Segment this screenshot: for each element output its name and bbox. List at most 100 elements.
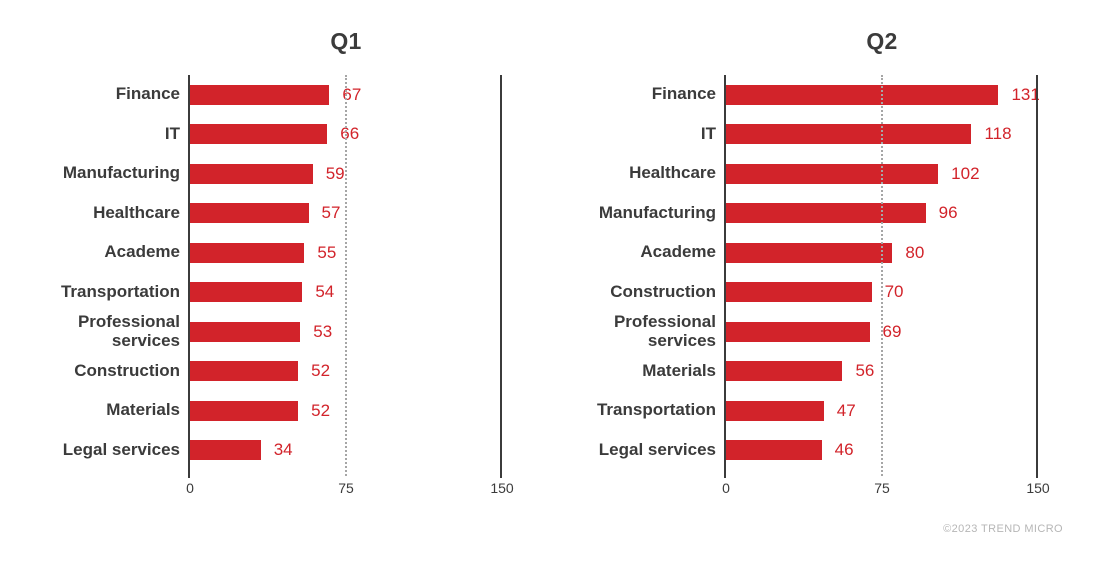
- bar-row: Legal services 34: [42, 431, 512, 471]
- bar-track: 67: [190, 75, 502, 115]
- bar: [726, 163, 939, 184]
- category-label: Transportation: [60, 281, 180, 301]
- category-label: Finance: [115, 84, 180, 104]
- category-label: Finance: [651, 84, 716, 104]
- bar: [726, 84, 999, 105]
- bar: [190, 84, 330, 105]
- bar-row: Healthcare 57: [42, 194, 512, 234]
- bar-row: IT 66: [42, 115, 512, 155]
- bar-track: 55: [190, 233, 502, 273]
- bar-row: Construction 70: [578, 273, 1048, 313]
- category-label: Materials: [106, 400, 180, 420]
- bar-row: Construction 52: [42, 352, 512, 392]
- x-tick-label: 150: [1026, 480, 1050, 496]
- bar: [190, 163, 313, 184]
- category-label: IT: [164, 123, 180, 143]
- value-label: 53: [313, 321, 333, 341]
- bar-track: 54: [190, 273, 502, 313]
- bar-track: 47: [726, 391, 1038, 431]
- value-label: 54: [315, 282, 335, 302]
- bar-track: 46: [726, 431, 1038, 471]
- bar: [190, 361, 299, 382]
- x-tick-label: 0: [722, 480, 730, 496]
- bar-row: Materials 56: [578, 352, 1048, 392]
- category-label: Manufacturing: [598, 202, 716, 222]
- value-label: 46: [834, 440, 854, 460]
- value-label: 55: [317, 242, 337, 262]
- bar-track: 59: [190, 154, 502, 194]
- bar: [190, 124, 328, 145]
- bar-track: 96: [726, 194, 1038, 234]
- category-label: Transportation: [596, 400, 716, 420]
- value-label: 102: [951, 163, 980, 183]
- bar-track: 57: [190, 194, 502, 234]
- bar-row: Healthcare 102: [578, 154, 1048, 194]
- bar-track: 52: [190, 391, 502, 431]
- category-label: Academe: [104, 242, 180, 262]
- category-label: Legal services: [62, 439, 180, 459]
- bar-track: 80: [726, 233, 1038, 273]
- value-label: 70: [884, 282, 904, 302]
- bars-area: Finance 131 IT 118 Healthcare 102 Manufacturin…: [578, 75, 1048, 470]
- x-tick-label: 0: [186, 480, 194, 496]
- x-axis-ticks: 0 75 150: [186, 480, 514, 500]
- bar-track: 102: [726, 154, 1038, 194]
- value-label: 34: [273, 440, 293, 460]
- bar-row: Legal services 46: [578, 431, 1048, 471]
- bar-row: Academe 80: [578, 233, 1048, 273]
- value-label: 80: [905, 242, 925, 262]
- x-tick-label: 75: [874, 480, 890, 496]
- bar: [726, 361, 843, 382]
- bar-row: Finance 131: [578, 75, 1048, 115]
- bar: [726, 124, 972, 145]
- chart-title: Q1: [330, 28, 362, 54]
- category-label: Academe: [640, 242, 716, 262]
- bar: [726, 242, 893, 263]
- bar-track: 131: [726, 75, 1040, 115]
- bar-track: 56: [726, 352, 1038, 392]
- bar-row: Manufacturing 59: [42, 154, 512, 194]
- bar: [190, 203, 309, 224]
- value-label: 57: [321, 203, 341, 223]
- category-label: Materials: [642, 360, 716, 380]
- value-label: 96: [938, 203, 958, 223]
- bar-row: Materials 52: [42, 391, 512, 431]
- bar-track: 118: [726, 115, 1038, 155]
- value-label: 52: [311, 400, 331, 420]
- bar-row: Professional services 69: [578, 312, 1048, 352]
- bar: [726, 282, 872, 303]
- bar: [726, 400, 824, 421]
- value-label: 66: [340, 124, 360, 144]
- bar: [190, 321, 301, 342]
- category-label: Construction: [610, 281, 716, 301]
- category-label: Professional services: [77, 312, 180, 350]
- value-label: 47: [836, 400, 856, 420]
- value-label: 131: [1011, 84, 1040, 104]
- category-label: IT: [700, 123, 716, 143]
- bar-row: Academe 55: [42, 233, 512, 273]
- value-label: 67: [342, 84, 362, 104]
- bar-track: 66: [190, 115, 502, 155]
- bar-row: Manufacturing 96: [578, 194, 1048, 234]
- copyright-credit: ©2023 TREND MICRO: [943, 523, 1063, 535]
- x-axis-ticks: 0 75 150: [722, 480, 1050, 500]
- bar: [190, 282, 303, 303]
- chart-title: Q2: [866, 28, 898, 54]
- bar-track: 52: [190, 352, 502, 392]
- category-label: Professional services: [613, 312, 716, 350]
- x-tick-label: 75: [338, 480, 354, 496]
- bar: [726, 321, 870, 342]
- bar-track: 53: [190, 312, 502, 352]
- bar: [190, 400, 299, 421]
- category-label: Healthcare: [629, 163, 716, 183]
- x-tick-label: 150: [490, 480, 514, 496]
- bar-track: 34: [190, 431, 502, 471]
- bar: [190, 242, 305, 263]
- bar: [190, 440, 261, 461]
- bar-row: Transportation 54: [42, 273, 512, 313]
- value-label: 59: [325, 163, 345, 183]
- bars-area: Finance 67 IT 66 Manufacturing 59 Healthcare 57…: [42, 75, 512, 470]
- bar-track: 69: [726, 312, 1038, 352]
- bar: [726, 203, 926, 224]
- chart-q1: Q1 Finance 67 IT 66 Manufacturing 59 Healthcar…: [42, 28, 514, 528]
